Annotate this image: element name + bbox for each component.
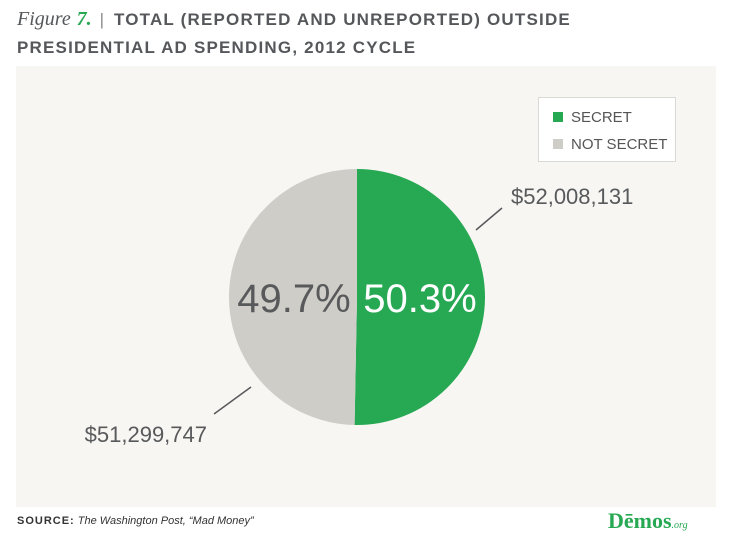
- figure-number: 7.: [76, 8, 92, 30]
- legend-item-secret: SECRET: [553, 107, 632, 127]
- figure-label: Figure: [17, 8, 71, 30]
- percent-label-secret: 50.3%: [363, 277, 476, 321]
- title-line-1: Figure 7. | TOTAL (REPORTED AND UNREPORT…: [17, 5, 717, 34]
- legend-swatch-not-secret: [553, 139, 563, 149]
- legend-label-not-secret: NOT SECRET: [571, 135, 668, 153]
- title-separator: |: [99, 10, 104, 29]
- figure-title: Figure 7. | TOTAL (REPORTED AND UNREPORT…: [17, 5, 717, 62]
- title-text-line-2: PRESIDENTIAL AD SPENDING, 2012 CYCLE: [17, 38, 417, 57]
- logo-suffix: .org: [671, 520, 688, 531]
- source-note: SOURCE: The Washington Post, “Mad Money”: [17, 515, 254, 527]
- demos-logo: Dēmos.org: [608, 508, 688, 534]
- legend-item-not-secret: NOT SECRET: [553, 134, 667, 154]
- pie-slice-not-secret: [228, 169, 357, 425]
- legend-swatch-secret: [553, 112, 563, 122]
- percent-label-not-secret: 49.7%: [237, 277, 350, 321]
- leader-line-secret: [475, 207, 503, 231]
- pie-slice-secret: [354, 169, 485, 425]
- amount-label-not-secret: $51,299,747: [85, 422, 207, 447]
- title-text-line-1: TOTAL (REPORTED AND UNREPORTED) OUTSIDE: [113, 10, 571, 29]
- amount-label-secret: $52,008,131: [511, 184, 633, 209]
- leader-line-not-secret: [213, 386, 252, 415]
- legend: SECRET NOT SECRET: [538, 97, 676, 162]
- source-label: SOURCE:: [17, 515, 75, 527]
- logo-main: Dēmos: [608, 508, 672, 533]
- legend-label-secret: SECRET: [571, 108, 632, 126]
- source-text: The Washington Post, “Mad Money”: [77, 515, 254, 527]
